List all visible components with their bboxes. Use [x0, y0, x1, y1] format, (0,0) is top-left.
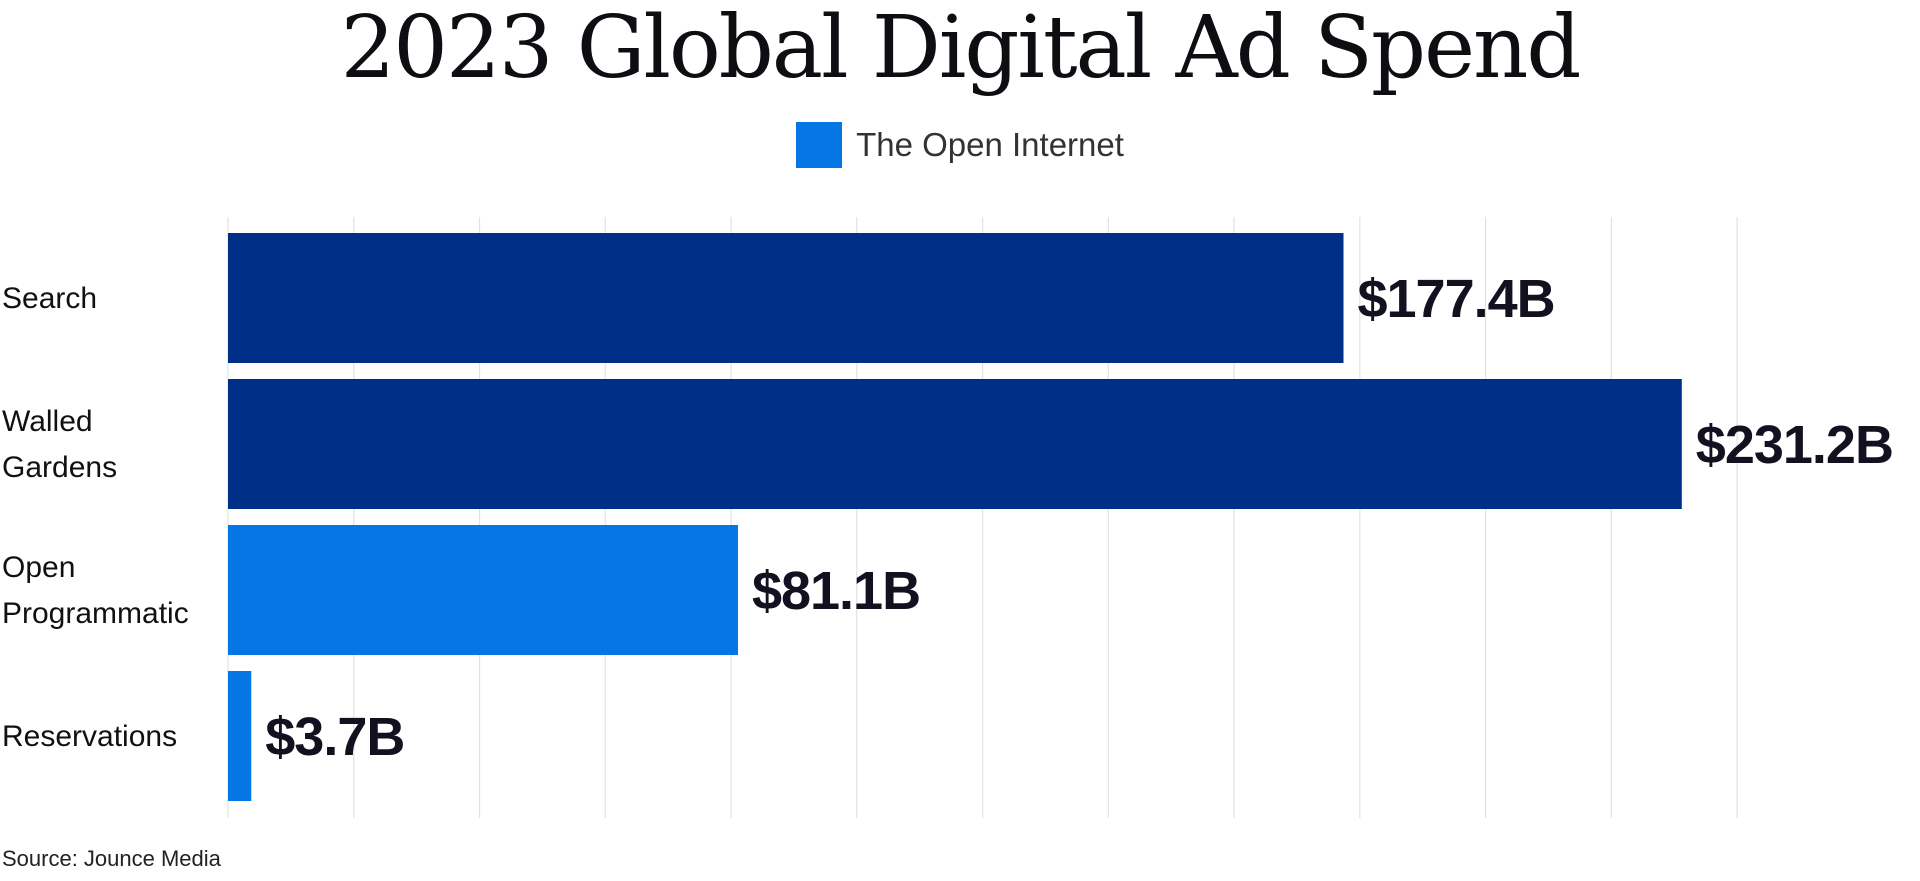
- legend-label-open-internet: The Open Internet: [856, 126, 1124, 163]
- category-label: Gardens: [2, 451, 117, 484]
- bar: [228, 525, 738, 655]
- category-label: Walled: [2, 405, 93, 438]
- value-label: $231.2B: [1696, 415, 1893, 475]
- value-label: $3.7B: [265, 707, 404, 767]
- category-label: Search: [2, 282, 97, 315]
- category-label: Programmatic: [2, 597, 189, 630]
- value-label: $177.4B: [1357, 269, 1554, 329]
- legend: The Open Internet: [0, 122, 1920, 168]
- source-note: Source: Jounce Media: [2, 846, 221, 871]
- category-label: Reservations: [2, 720, 177, 753]
- legend-swatch-open-internet: [796, 122, 843, 168]
- value-label: $81.1B: [752, 561, 920, 621]
- category-label: Open: [2, 551, 75, 584]
- bar: [228, 671, 252, 801]
- bar: [228, 379, 1682, 509]
- bar: [228, 233, 1344, 363]
- chart-title: 2023 Global Digital Ad Spend: [340, 0, 1582, 98]
